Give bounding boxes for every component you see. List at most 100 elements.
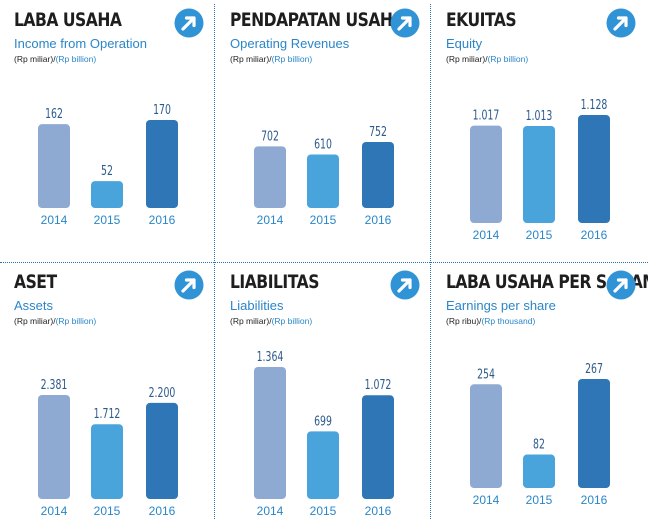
year-label-2016: 2016 <box>581 228 608 242</box>
bar-chart: 1.364 2014 699 2015 1.072 2016 <box>254 348 394 518</box>
value-label-2016: 2.200 <box>149 384 176 400</box>
panel-unit: (Rp miliar)/(Rp billion) <box>230 316 312 326</box>
chart-panel-income-from-operation: LABA USAHA Income from Operation (Rp mil… <box>0 0 214 261</box>
panel-subtitle: Income from Operation <box>14 36 147 51</box>
year-label-2015: 2015 <box>94 504 121 518</box>
value-label-2016: 752 <box>369 123 387 139</box>
value-label-2015: 82 <box>533 436 545 452</box>
bar-2016 <box>578 379 610 488</box>
arrow-up-right-icon[interactable] <box>390 8 420 38</box>
unit-en: (Rp billion) <box>271 54 313 64</box>
value-label-2015: 52 <box>101 162 113 178</box>
value-label-2014: 702 <box>261 128 279 144</box>
year-label-2016: 2016 <box>365 504 392 518</box>
bar-chart: 702 2014 610 2015 752 2016 <box>254 123 394 227</box>
chart-panel-earnings-per-share: LABA USAHA PER SAHAM Earnings per share … <box>432 262 648 523</box>
year-label-2014: 2014 <box>257 504 284 518</box>
year-label-2015: 2015 <box>526 493 553 507</box>
chart-panel-equity: EKUITAS Equity (Rp miliar)/(Rp billion) … <box>432 0 646 261</box>
chart-panel-liabilities: LIABILITAS Liabilities (Rp miliar)/(Rp b… <box>216 262 430 523</box>
bar-2015 <box>307 154 339 208</box>
bar-2015 <box>307 431 339 499</box>
value-label-2014: 1.364 <box>257 348 284 364</box>
unit-id: (Rp miliar)/ <box>230 54 272 64</box>
arrow-up-right-icon[interactable] <box>390 270 420 300</box>
unit-en: (Rp thousand) <box>481 316 536 326</box>
panel-unit: (Rp miliar)/(Rp billion) <box>446 54 528 64</box>
unit-id: (Rp miliar)/ <box>14 316 56 326</box>
divider-horizontal <box>0 262 648 263</box>
value-label-2014: 254 <box>477 366 495 382</box>
panel-unit: (Rp miliar)/(Rp billion) <box>230 54 312 64</box>
chart-panel-operating-revenues: PENDAPATAN USAHA Operating Revenues (Rp … <box>216 0 430 261</box>
arrow-up-right-icon[interactable] <box>606 270 636 300</box>
bar-2014 <box>38 395 70 499</box>
value-label-2015: 1.013 <box>526 107 553 123</box>
bar-2014 <box>254 146 286 208</box>
unit-id: (Rp miliar)/ <box>230 316 272 326</box>
panel-title: ASET <box>14 271 57 293</box>
panel-title: PENDAPATAN USAHA <box>230 9 405 31</box>
year-label-2014: 2014 <box>473 228 500 242</box>
panel-subtitle: Liabilities <box>230 298 284 313</box>
value-label-2015: 610 <box>314 136 332 152</box>
bar-2015 <box>91 181 123 208</box>
panel-subtitle: Earnings per share <box>446 298 556 313</box>
year-label-2016: 2016 <box>365 213 392 227</box>
panel-subtitle: Assets <box>14 298 54 313</box>
panel-subtitle: Operating Revenues <box>230 36 350 51</box>
unit-en: (Rp billion) <box>55 54 97 64</box>
panel-title: EKUITAS <box>446 9 517 31</box>
bar-2014 <box>470 125 502 223</box>
value-label-2016: 1.128 <box>581 96 608 112</box>
arrow-up-right-icon[interactable] <box>606 8 636 38</box>
unit-en: (Rp billion) <box>55 316 97 326</box>
value-label-2015: 699 <box>314 413 332 429</box>
arrow-up-right-icon[interactable] <box>174 8 204 38</box>
bar-2016 <box>146 120 178 208</box>
year-label-2015: 2015 <box>310 504 337 518</box>
bar-2015 <box>91 424 123 499</box>
bar-2014 <box>38 124 70 208</box>
panel-title: LABA USAHA <box>14 9 122 31</box>
bar-chart: 254 2014 82 2015 267 2016 <box>470 360 610 507</box>
panel-unit: (Rp ribu)/(Rp thousand) <box>446 316 535 326</box>
year-label-2016: 2016 <box>581 493 608 507</box>
value-label-2016: 170 <box>153 101 171 117</box>
unit-id: (Rp miliar)/ <box>446 54 488 64</box>
year-label-2015: 2015 <box>526 228 553 242</box>
year-label-2015: 2015 <box>94 213 121 227</box>
panel-title: LABA USAHA PER SAHAM <box>446 271 648 293</box>
unit-id: (Rp miliar)/ <box>14 54 56 64</box>
bar-chart: 2.381 2014 1.712 2015 2.200 2016 <box>38 376 178 518</box>
bar-2016 <box>146 402 178 499</box>
value-label-2016: 1.072 <box>365 377 392 393</box>
year-label-2014: 2014 <box>41 504 68 518</box>
bar-2015 <box>523 454 555 488</box>
bar-2016 <box>578 115 610 223</box>
arrow-up-right-icon[interactable] <box>174 270 204 300</box>
chart-panel-assets: ASET Assets (Rp miliar)/(Rp billion) 2.3… <box>0 262 214 523</box>
bar-2014 <box>470 384 502 488</box>
value-label-2015: 1.712 <box>94 406 121 422</box>
year-label-2016: 2016 <box>149 504 176 518</box>
divider-vertical-1 <box>214 4 215 519</box>
value-label-2014: 1.017 <box>473 107 500 123</box>
bar-chart: 162 2014 52 2015 170 2016 <box>38 101 178 227</box>
value-label-2016: 267 <box>585 360 603 376</box>
bar-2016 <box>362 395 394 499</box>
panel-subtitle: Equity <box>446 36 483 51</box>
value-label-2014: 162 <box>45 106 63 122</box>
bar-2014 <box>254 367 286 499</box>
year-label-2014: 2014 <box>41 213 68 227</box>
year-label-2014: 2014 <box>473 493 500 507</box>
panel-title: LIABILITAS <box>230 271 319 293</box>
unit-en: (Rp billion) <box>487 54 529 64</box>
unit-en: (Rp billion) <box>271 316 313 326</box>
unit-id: (Rp ribu)/ <box>446 316 482 326</box>
bar-2015 <box>523 126 555 223</box>
year-label-2014: 2014 <box>257 213 284 227</box>
year-label-2016: 2016 <box>149 213 176 227</box>
value-label-2014: 2.381 <box>41 376 68 392</box>
panel-unit: (Rp miliar)/(Rp billion) <box>14 316 96 326</box>
